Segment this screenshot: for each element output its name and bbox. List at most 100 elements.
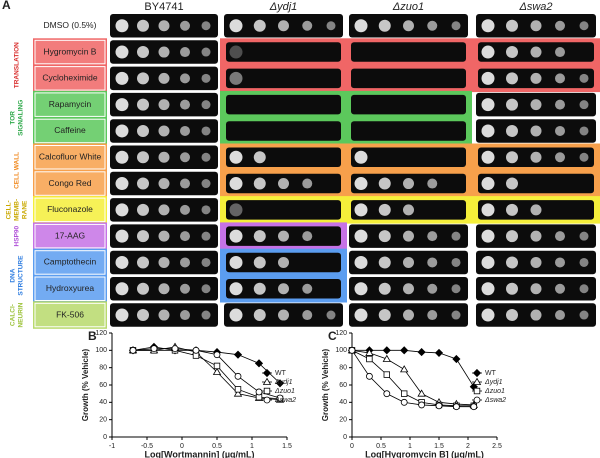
y-tick-label: 40 bbox=[99, 399, 107, 406]
marker bbox=[400, 398, 408, 406]
spot bbox=[481, 98, 495, 112]
y-tick-label: 80 bbox=[99, 365, 107, 372]
condition-box bbox=[34, 92, 106, 117]
condition-box bbox=[34, 250, 106, 275]
condition-box bbox=[34, 118, 106, 144]
x-tick-label: 0.5 bbox=[212, 443, 222, 450]
spot bbox=[201, 100, 211, 110]
spot bbox=[253, 19, 266, 32]
spot bbox=[158, 46, 170, 58]
group-label: NEURIN bbox=[18, 302, 25, 327]
spot bbox=[403, 178, 414, 190]
spot bbox=[229, 71, 243, 85]
marker bbox=[254, 359, 264, 368]
legend-label: Δzuo1 bbox=[274, 388, 295, 395]
condition-band bbox=[33, 196, 107, 224]
spot bbox=[506, 72, 518, 85]
strain-header: BY4741 bbox=[144, 1, 183, 13]
legend-marker bbox=[472, 368, 482, 378]
legend-label: WT bbox=[275, 370, 287, 377]
spot bbox=[506, 151, 518, 164]
plate bbox=[351, 42, 466, 62]
spot bbox=[229, 229, 243, 243]
spot bbox=[158, 72, 170, 84]
panel-label: A bbox=[2, 0, 11, 12]
spot bbox=[378, 203, 391, 216]
marker bbox=[382, 354, 391, 362]
legend-marker bbox=[262, 368, 272, 378]
spot bbox=[579, 231, 589, 241]
spot bbox=[180, 204, 190, 215]
spot bbox=[354, 229, 368, 243]
condition-label: Hydroxyurea bbox=[46, 283, 94, 293]
marker bbox=[129, 346, 137, 354]
plate bbox=[351, 121, 466, 141]
spot bbox=[137, 256, 149, 269]
spot bbox=[579, 21, 589, 31]
y-tick-label: 0 bbox=[343, 434, 347, 441]
plate bbox=[226, 200, 341, 220]
spot bbox=[326, 21, 336, 31]
marker bbox=[382, 346, 391, 355]
spot bbox=[278, 309, 289, 321]
legend-marker bbox=[262, 377, 272, 385]
spot bbox=[115, 177, 129, 191]
y-tick-label: 120 bbox=[95, 330, 107, 337]
x-tick-label: -0.5 bbox=[141, 443, 153, 450]
spot bbox=[158, 99, 170, 111]
spot bbox=[555, 73, 565, 84]
x-axis-label: Log[Wortmannin] (µg/mL) bbox=[145, 449, 255, 458]
spot bbox=[579, 152, 589, 162]
y-tick-label: 40 bbox=[339, 399, 347, 406]
spot bbox=[354, 308, 368, 322]
spot bbox=[302, 310, 313, 321]
spot bbox=[115, 45, 129, 59]
group-label: CELL- bbox=[6, 200, 13, 219]
spot bbox=[555, 20, 565, 31]
condition-label: FK-506 bbox=[56, 309, 84, 319]
group-band bbox=[0, 248, 33, 303]
condition-label: Congo Red bbox=[48, 178, 91, 188]
condition-box bbox=[34, 171, 106, 196]
group-label: TRANSLATION bbox=[14, 42, 21, 88]
spot bbox=[530, 72, 542, 84]
spot bbox=[555, 231, 565, 242]
spot bbox=[278, 230, 289, 242]
spot bbox=[579, 257, 589, 267]
group-label: DNA bbox=[10, 268, 17, 282]
spot bbox=[115, 308, 129, 322]
spot bbox=[158, 151, 170, 163]
x-tick-label: 0 bbox=[350, 443, 354, 450]
spot bbox=[137, 151, 149, 164]
marker bbox=[366, 355, 373, 363]
spot bbox=[555, 47, 565, 58]
spot bbox=[180, 310, 190, 321]
y-tick-label: 100 bbox=[95, 347, 107, 354]
condition-box bbox=[34, 145, 106, 170]
marker bbox=[213, 362, 221, 370]
spot bbox=[253, 177, 266, 190]
spot bbox=[201, 205, 211, 215]
group-label: TOR bbox=[10, 111, 17, 125]
spot bbox=[201, 21, 211, 31]
spot bbox=[201, 231, 211, 241]
group-band bbox=[0, 222, 33, 250]
y-tick-label: 60 bbox=[339, 382, 347, 389]
spot bbox=[201, 126, 211, 136]
spot bbox=[354, 19, 368, 33]
condition-band bbox=[33, 301, 107, 329]
series-line bbox=[132, 346, 281, 384]
condition-box bbox=[34, 223, 106, 249]
group-label: HSP90 bbox=[14, 225, 21, 246]
spot bbox=[229, 282, 243, 296]
marker bbox=[365, 372, 373, 380]
spot bbox=[201, 257, 211, 267]
spot bbox=[180, 231, 190, 242]
spot bbox=[403, 230, 414, 242]
spot bbox=[229, 177, 243, 191]
spot bbox=[201, 152, 211, 162]
spot bbox=[137, 282, 149, 295]
spot bbox=[137, 309, 149, 322]
spot bbox=[555, 125, 565, 136]
